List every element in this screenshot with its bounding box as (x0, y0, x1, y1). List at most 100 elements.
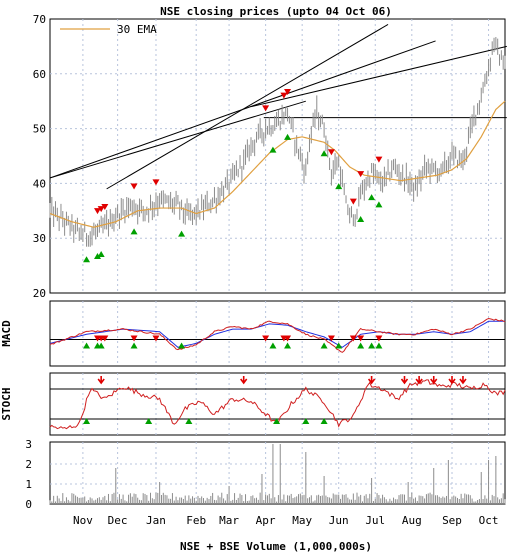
macd-buy-marker (357, 342, 365, 349)
macd-sell-marker (130, 335, 138, 342)
macd-buy-marker (269, 342, 277, 349)
macd-buy-marker (97, 342, 105, 349)
sell-signal-marker (130, 183, 138, 190)
x-tick-label: May (292, 514, 312, 527)
macd-sell-marker (152, 335, 160, 342)
macd-buy-marker (320, 342, 328, 349)
volume-tick-label: 0 (25, 498, 32, 511)
stoch-sell-arrow (97, 376, 105, 385)
sell-signal-marker (101, 204, 109, 211)
macd-panel: MACD (0, 300, 506, 367)
x-tick-label: Feb (186, 514, 206, 527)
sell-signal-marker (284, 88, 292, 95)
ema-line (49, 100, 506, 228)
price-tick-label: 30 (33, 232, 46, 245)
stoch-buy-marker (273, 418, 281, 424)
stoch-sell-arrow (240, 376, 248, 385)
x-tick-label: Aug (402, 514, 422, 527)
trend-line (49, 100, 306, 179)
macd-frame (49, 300, 506, 367)
stoch-buy-marker (83, 418, 91, 424)
buy-signal-marker (94, 253, 102, 260)
sell-signal-marker (94, 208, 102, 215)
price-tick-label: 40 (33, 177, 46, 190)
volume-tick-label: 3 (25, 438, 32, 451)
x-tick-label: Jul (365, 514, 385, 527)
macd-label: MACD (0, 320, 13, 347)
macd-buy-marker (368, 342, 376, 349)
stoch-panel: STOCH (0, 372, 506, 436)
macd-sell-marker (262, 335, 270, 342)
macd-sell-marker (101, 335, 109, 342)
stoch-sell-arrow (367, 376, 376, 385)
macd-sell-marker (357, 335, 365, 342)
macd-buy-marker (83, 342, 91, 349)
stoch-buy-marker (302, 418, 310, 424)
sell-signal-marker (97, 206, 105, 213)
volume-tick-label: 1 (25, 478, 32, 491)
sell-signal-marker (280, 92, 288, 99)
macd-sell-marker (327, 335, 335, 342)
sell-signal-marker (375, 156, 383, 163)
stoch-buy-marker (320, 418, 328, 424)
buy-signal-marker (284, 133, 292, 140)
volume-frame (49, 441, 506, 505)
macd-buy-marker (335, 342, 343, 349)
macd-sell-marker (349, 335, 357, 342)
macd-buy-marker (284, 342, 292, 349)
sell-signal-marker (152, 179, 160, 186)
sell-signal-marker (349, 198, 357, 205)
x-axis: Nov Dec Jan Feb Mar Apr May Jun Jul Aug Sep Oct (73, 514, 499, 527)
x-tick-label: Jun (329, 514, 349, 527)
sell-signal-marker (357, 171, 365, 178)
macd-buy-marker (130, 342, 138, 349)
trend-line (49, 40, 436, 179)
x-tick-label: Dec (108, 514, 128, 527)
legend-label: 30 EMA (117, 23, 157, 36)
macd-line (49, 318, 506, 353)
macd-sell-marker (284, 335, 292, 342)
macd-buy-marker (375, 342, 383, 349)
x-tick-label: Nov (73, 514, 93, 527)
stoch-buy-marker (145, 418, 153, 424)
buy-signal-marker (320, 150, 328, 157)
stoch-sell-arrow (415, 376, 423, 385)
x-tick-label: Oct (479, 514, 499, 527)
buy-signal-marker (269, 146, 277, 153)
buy-signal-marker (178, 230, 186, 237)
price-tick-label: 60 (33, 68, 46, 81)
sell-signal-marker (262, 105, 270, 112)
stoch-sell-arrow (430, 376, 438, 385)
buy-signal-marker (357, 216, 365, 223)
x-tick-label: Sep (442, 514, 462, 527)
trend-line (106, 24, 389, 190)
price-panel: 20 30 40 50 60 70 30 EMA (33, 13, 507, 300)
buy-signal-marker (375, 201, 383, 208)
x-tick-label: Apr (256, 514, 276, 527)
price-frame (49, 18, 506, 294)
x-tick-label: Mar (219, 514, 239, 527)
stoch-sell-arrow (459, 376, 467, 385)
stoch-frame (49, 372, 506, 436)
stoch-sell-arrow (448, 376, 456, 385)
volume-axis-title: NSE + BSE Volume (1,000,000s) (180, 540, 372, 553)
price-tick-label: 70 (33, 13, 46, 26)
x-tick-label: Jan (146, 514, 166, 527)
buy-signal-marker (83, 256, 91, 263)
volume-tick-label: 2 (25, 458, 32, 471)
buy-signal-marker (335, 183, 343, 190)
price-tick-label: 50 (33, 123, 46, 136)
macd-sell-marker (375, 335, 383, 342)
stoch-sell-arrow (400, 376, 409, 385)
buy-signal-marker (368, 194, 376, 201)
price-tick-label: 20 (33, 287, 46, 300)
chart-title: NSE closing prices (upto 04 Oct 06) (160, 5, 392, 18)
trend-line (250, 45, 507, 108)
buy-signal-marker (130, 228, 138, 235)
stoch-buy-marker (185, 418, 193, 424)
stoch-label: STOCH (0, 387, 13, 420)
sell-signal-marker (327, 149, 335, 156)
volume-panel: 0 1 2 3 (25, 438, 506, 511)
macd-buy-marker (178, 342, 186, 349)
